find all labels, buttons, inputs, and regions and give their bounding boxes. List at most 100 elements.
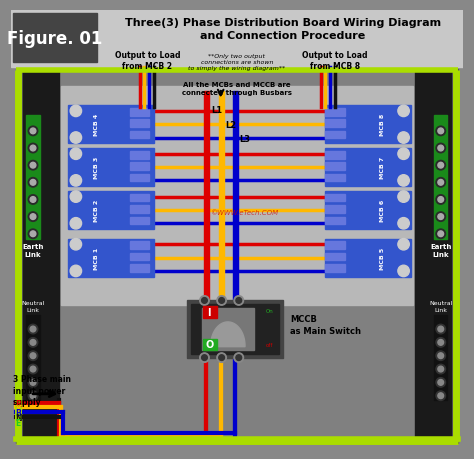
- Text: **Only two output
connections are shown
to simply the wiring diagram**: **Only two output connections are shown …: [188, 53, 285, 71]
- Circle shape: [30, 180, 36, 186]
- Circle shape: [28, 195, 38, 205]
- Circle shape: [438, 340, 444, 346]
- Circle shape: [70, 239, 82, 251]
- Text: off: off: [265, 342, 273, 347]
- Circle shape: [398, 191, 410, 203]
- Text: MCB 4: MCB 4: [94, 114, 100, 136]
- Text: Three(3) Phase Distribution Board Wiring Diagram: Three(3) Phase Distribution Board Wiring…: [125, 18, 441, 28]
- Bar: [326, 106, 411, 144]
- Circle shape: [70, 149, 82, 160]
- Circle shape: [436, 127, 446, 136]
- Text: O: O: [205, 340, 213, 349]
- Bar: [326, 194, 345, 202]
- Circle shape: [30, 231, 36, 237]
- Circle shape: [30, 129, 36, 134]
- Bar: [326, 242, 345, 249]
- Bar: [187, 301, 283, 358]
- Circle shape: [398, 266, 410, 277]
- Circle shape: [438, 163, 444, 168]
- Circle shape: [436, 195, 446, 205]
- Circle shape: [28, 351, 38, 361]
- Bar: [130, 217, 149, 225]
- Text: L3: L3: [240, 134, 251, 144]
- Circle shape: [234, 296, 244, 306]
- Circle shape: [438, 231, 444, 237]
- Circle shape: [436, 161, 446, 171]
- Circle shape: [436, 378, 446, 387]
- Circle shape: [30, 163, 36, 168]
- Text: On: On: [265, 308, 273, 313]
- Circle shape: [28, 178, 38, 188]
- Bar: [326, 163, 345, 171]
- Bar: [68, 106, 154, 144]
- Text: L1: L1: [211, 106, 222, 115]
- Circle shape: [438, 380, 444, 386]
- Bar: [204, 92, 209, 301]
- Circle shape: [436, 364, 446, 374]
- Text: Output to Load
from MCB 2: Output to Load from MCB 2: [115, 50, 180, 71]
- Circle shape: [70, 191, 82, 203]
- Circle shape: [436, 325, 446, 334]
- Circle shape: [30, 340, 36, 346]
- Bar: [233, 92, 238, 301]
- Bar: [130, 253, 149, 261]
- Circle shape: [236, 355, 242, 361]
- Circle shape: [219, 355, 225, 361]
- Circle shape: [436, 144, 446, 153]
- Bar: [68, 239, 154, 277]
- Circle shape: [200, 353, 209, 363]
- Bar: [22, 72, 59, 437]
- Bar: [68, 149, 154, 187]
- Circle shape: [436, 391, 446, 401]
- Text: MCB 6: MCB 6: [380, 199, 385, 222]
- Text: R: R: [15, 399, 21, 408]
- Bar: [61, 87, 413, 306]
- Circle shape: [438, 214, 444, 220]
- Circle shape: [30, 214, 36, 220]
- Circle shape: [28, 325, 38, 334]
- Bar: [326, 253, 345, 261]
- Bar: [191, 305, 279, 354]
- Circle shape: [438, 146, 444, 151]
- Circle shape: [438, 129, 444, 134]
- Bar: [326, 206, 345, 213]
- Circle shape: [28, 127, 38, 136]
- Circle shape: [438, 326, 444, 332]
- Circle shape: [398, 106, 410, 118]
- Text: Output to Load
from MCB 8: Output to Load from MCB 8: [302, 50, 368, 71]
- Text: N: N: [15, 413, 21, 422]
- Bar: [130, 151, 149, 159]
- Circle shape: [436, 351, 446, 361]
- Circle shape: [438, 180, 444, 186]
- Bar: [326, 151, 345, 159]
- Bar: [326, 191, 411, 230]
- Circle shape: [70, 266, 82, 277]
- Text: Neutral
Link: Neutral Link: [21, 301, 45, 312]
- Text: Y: Y: [15, 404, 20, 413]
- Bar: [219, 92, 224, 301]
- Bar: [27, 315, 40, 401]
- Bar: [130, 265, 149, 272]
- Circle shape: [398, 175, 410, 187]
- Circle shape: [398, 218, 410, 230]
- Circle shape: [438, 393, 444, 399]
- Text: B: B: [15, 409, 21, 417]
- Circle shape: [438, 366, 444, 372]
- Text: MCB 2: MCB 2: [94, 199, 100, 222]
- Text: I: I: [208, 307, 211, 317]
- Circle shape: [436, 230, 446, 239]
- Bar: [326, 149, 411, 187]
- Circle shape: [28, 213, 38, 222]
- Circle shape: [28, 161, 38, 171]
- Circle shape: [70, 218, 82, 230]
- Bar: [130, 194, 149, 202]
- Bar: [434, 115, 447, 239]
- Circle shape: [30, 353, 36, 359]
- Text: MCB 8: MCB 8: [380, 114, 385, 136]
- Circle shape: [28, 144, 38, 153]
- Bar: [326, 239, 411, 277]
- Text: and Connection Procedure: and Connection Procedure: [200, 31, 365, 40]
- Bar: [434, 315, 447, 401]
- Circle shape: [236, 298, 242, 304]
- Bar: [326, 265, 345, 272]
